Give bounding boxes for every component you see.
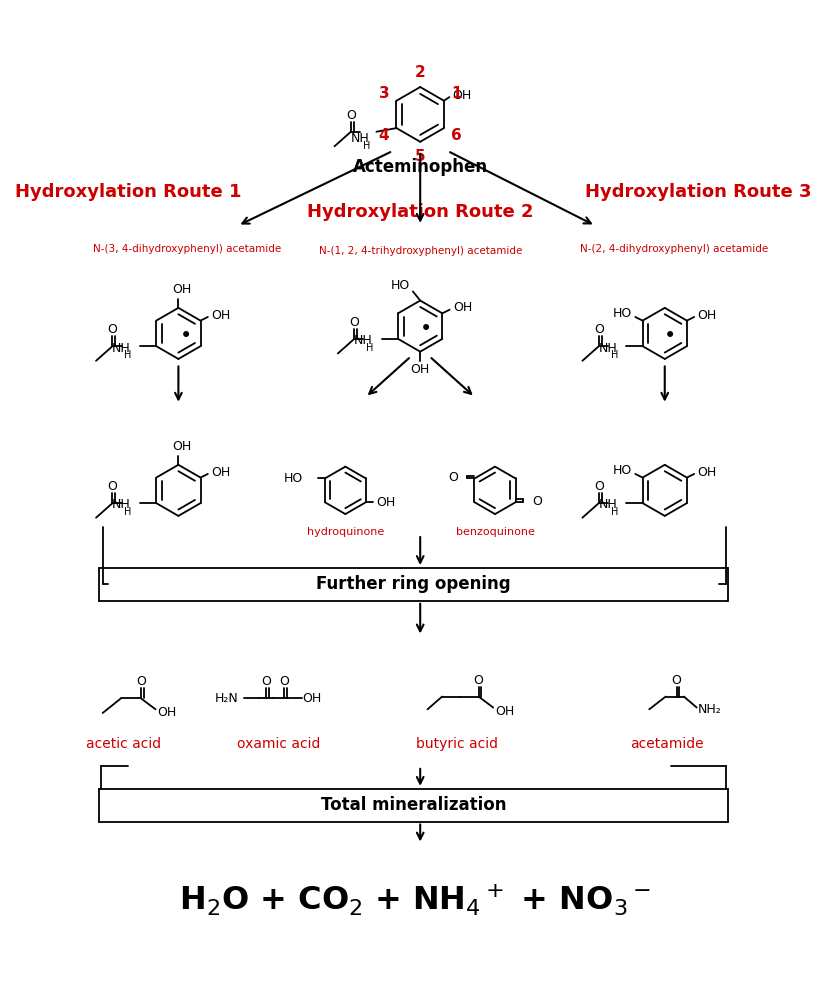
Text: OH: OH [376,496,395,509]
Text: O: O [108,480,117,493]
Text: O: O [346,109,356,122]
Text: OH: OH [697,465,716,478]
Text: O: O [474,674,484,687]
Text: 1: 1 [452,86,461,101]
Text: benzoquinone: benzoquinone [456,528,534,537]
Text: OH: OH [452,301,472,314]
Text: OH: OH [211,465,230,478]
Text: O: O [672,674,681,687]
Text: 3: 3 [379,86,390,101]
Text: OH: OH [495,704,514,717]
Text: OH: OH [697,308,716,322]
Text: NH: NH [112,499,131,512]
Text: H: H [124,507,131,518]
Text: H: H [610,507,618,518]
Text: HO: HO [284,472,303,485]
Text: acetic acid: acetic acid [86,737,161,751]
Text: OH: OH [211,308,230,322]
Text: O: O [349,316,359,329]
Text: OH: OH [452,89,471,102]
Text: Hydroxylation Route 1: Hydroxylation Route 1 [15,183,241,201]
Text: H: H [363,141,370,151]
Text: NH: NH [112,342,131,355]
Text: O: O [280,676,289,689]
Text: NH: NH [351,131,369,144]
Text: O: O [594,323,604,336]
Text: N-(1, 2, 4-trihydroxyphenyl) acetamide: N-(1, 2, 4-trihydroxyphenyl) acetamide [318,246,522,256]
Text: H: H [124,351,131,361]
Text: NH: NH [354,334,372,347]
Text: Hydroxylation Route 3: Hydroxylation Route 3 [586,183,812,201]
Text: O: O [532,495,542,508]
Text: OH: OH [157,706,176,719]
Text: •: • [179,326,192,346]
Text: 2: 2 [415,65,426,80]
Text: acetamide: acetamide [629,737,704,751]
Text: Further ring opening: Further ring opening [316,575,510,594]
Text: H: H [366,343,374,353]
Text: HO: HO [390,280,409,292]
Text: OH: OH [410,364,430,376]
Text: NH: NH [598,342,617,355]
Text: 6: 6 [452,127,462,143]
Text: OH: OH [172,440,192,453]
Text: O: O [136,676,146,689]
Text: hydroquinone: hydroquinone [307,528,384,537]
Text: 5: 5 [415,149,426,164]
Text: HO: HO [613,463,632,477]
Text: N-(2, 4-dihydroxyphenyl) acetamide: N-(2, 4-dihydroxyphenyl) acetamide [580,244,768,254]
Text: H$_2$O + CO$_2$ + NH$_4$$^+$ + NO$_3$$^-$: H$_2$O + CO$_2$ + NH$_4$$^+$ + NO$_3$$^-… [179,881,651,917]
Text: H₂N: H₂N [215,692,239,704]
Text: OH: OH [172,284,192,296]
Text: O: O [108,323,117,336]
Text: 4: 4 [379,127,390,143]
Text: N-(3, 4-dihydroxyphenyl) acetamide: N-(3, 4-dihydroxyphenyl) acetamide [93,244,282,254]
Text: O: O [448,471,458,484]
Text: O: O [261,676,271,689]
Text: Acteminophen: Acteminophen [352,158,488,176]
Text: butyric acid: butyric acid [416,737,498,751]
Text: Hydroxylation Route 2: Hydroxylation Route 2 [307,204,533,221]
Text: oxamic acid: oxamic acid [237,737,320,751]
Text: H: H [610,351,618,361]
Text: NH: NH [598,499,617,512]
Text: HO: HO [613,307,632,320]
Text: •: • [419,319,432,339]
Text: Total mineralization: Total mineralization [321,796,506,814]
Text: NH₂: NH₂ [698,702,721,716]
Text: O: O [594,480,604,493]
Text: •: • [664,326,676,346]
Text: OH: OH [302,692,321,704]
